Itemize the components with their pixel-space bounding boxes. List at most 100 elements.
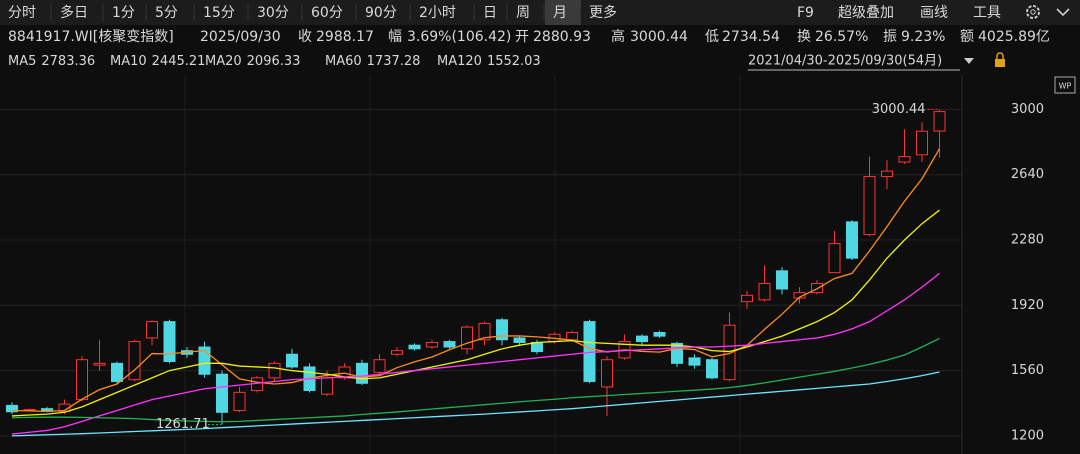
quote-field: 振 [883,29,897,45]
y-tick-label: 1920 [1011,298,1044,313]
ma-line [11,148,941,413]
legend-entry: MA20 2096.33 [205,54,300,69]
candle-body [163,321,176,363]
candle-body [76,359,88,401]
candle-body [776,270,788,290]
candle-body [286,353,298,368]
candle-body [723,324,736,381]
tool-button[interactable]: 工具 [973,5,1001,21]
tool-button[interactable]: 画线 [920,5,948,21]
period-tab[interactable]: 月 [553,5,567,21]
candle-body [216,373,228,413]
range-dropdown[interactable] [964,58,974,64]
legend-value: 1737.28 [367,54,421,69]
period-tab[interactable]: 多日 [60,4,88,21]
legend-entry: MA60 1737.28 [325,54,420,69]
lock-shackle [996,52,1004,59]
candle-body [233,391,246,411]
quote-field: 开 [515,29,529,45]
quote-field: 低 [705,29,719,45]
candle-body [391,350,403,355]
lock-icon[interactable] [995,59,1005,67]
candle-body [566,332,578,341]
candle-body [688,357,701,366]
legend-name: MA20 [205,54,242,69]
period-tab[interactable]: 分时 [8,5,36,21]
tool-button[interactable]: F9 [797,5,814,21]
plot: 1200 1560 1920 2280 2640 3000 MA5 2783.36 MA10 24… [0,54,1044,454]
y-tick-label: 3000 [1011,102,1044,117]
period-tab[interactable]: 更多 [589,4,617,21]
collapse-icon[interactable] [1056,8,1070,17]
quote-field: 26.57% [815,29,868,45]
candle-body [461,326,473,350]
candle-body [496,319,508,341]
active-tab [545,0,581,25]
settings-icon[interactable] [1026,5,1040,19]
candle-body [916,130,928,156]
quote-field: 额 [960,29,974,45]
quote-field: 高 [611,28,625,45]
settings-icon-core [1030,9,1036,15]
candle-body [146,321,158,339]
candle-body [443,341,456,348]
toolbar [0,0,1080,25]
ma-line [11,272,940,435]
quote-field: 4025.89亿 [978,29,1050,45]
period-tab[interactable]: 5分 [155,5,178,21]
quote-field: 收 [298,29,312,45]
candle-body [653,332,666,337]
min-annotation: 1261.71 [156,417,210,432]
candle-body [531,341,543,353]
quote-field: 2734.54 [722,29,780,45]
quote-field: 幅 [388,29,402,45]
period-tab[interactable]: 15分 [203,5,235,21]
y-tick-label: 1200 [1011,428,1044,443]
legend-entry: MA10 2445.21 [110,54,205,69]
period-tab[interactable]: 周 [516,5,530,21]
candle-body [846,221,858,259]
candle-body [898,156,911,163]
tool-button[interactable]: 超级叠加 [838,5,894,21]
y-tick-label: 2280 [1011,233,1044,248]
candle-body [828,243,841,274]
candle-body [513,337,526,343]
quote-field: 换 [797,28,811,45]
wp-icon[interactable] [1054,76,1076,94]
max-annotation: 3000.44 [872,102,926,117]
candle-body [408,344,421,350]
legend-name: MA60 [325,54,362,69]
candle-body [636,335,648,343]
candle-body [6,404,18,413]
candle-body [373,359,386,373]
ma-line [11,337,940,423]
legend-name: MA5 [8,54,36,69]
y-tick-label: 2640 [1011,167,1044,182]
candle-body [338,366,351,379]
quote-field: 2025/09/30 [200,29,281,45]
candle-body [863,176,876,236]
candle-body [58,403,71,412]
period-tab[interactable]: 90分 [365,5,397,21]
quote-field: 9.23% [901,29,945,45]
period-tab[interactable]: 60分 [311,5,343,21]
range-text[interactable]: 2021/04/30-2025/09/30(54月) [748,54,942,69]
period-tab[interactable]: 2小时 [419,5,456,21]
candle-body [933,111,946,132]
candle-body [198,346,211,375]
period-tab[interactable]: 30分 [257,5,289,21]
quote-field: 2988.17 [316,29,374,45]
y-tick-label: 1560 [1011,363,1044,378]
period-tab[interactable]: 1分 [112,5,135,21]
candle-body [583,321,596,382]
candle-body [93,362,106,366]
wp-icon-text: WP [1059,82,1072,91]
period-tab[interactable]: 日 [483,5,497,21]
legend-name: MA10 [110,54,147,69]
legend-value: 1552.03 [487,54,541,69]
candle-body [268,362,281,379]
toolbar-tabs: 分时 多日 1分 5分 15分 30分 60分 90分 2小时 日 周 月 更多 F9 超级叠加 画线 工具 [8,0,1001,25]
candle-body [128,341,141,381]
legend-value: 2783.36 [41,54,95,69]
candle-body [111,362,123,382]
